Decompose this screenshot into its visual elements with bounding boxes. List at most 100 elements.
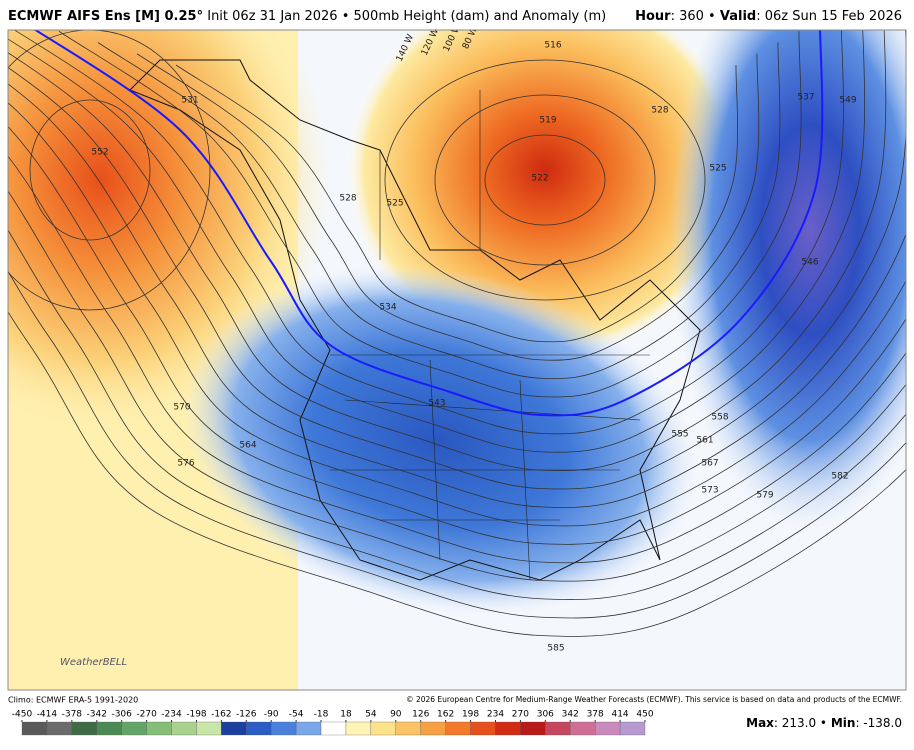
hour: : 360 • — [670, 9, 716, 24]
height-contour — [8, 155, 906, 564]
colorbar-label: -450 — [12, 710, 33, 720]
colorbar-swatch — [445, 721, 471, 736]
height-contour — [8, 311, 906, 637]
colorbar-label: -234 — [161, 710, 182, 720]
contour-label: 558 — [711, 413, 728, 423]
height-contour — [136, 53, 760, 361]
colorbar-swatch — [221, 721, 247, 736]
height-contour — [434, 94, 656, 266]
height-contour — [8, 30, 866, 453]
contour-label: 573 — [701, 486, 718, 496]
borders — [330, 90, 650, 581]
colorbar-swatch — [545, 721, 571, 736]
hour-label: Hour — [635, 9, 671, 24]
logo: WeatherBELL — [60, 657, 127, 668]
height-contour — [58, 30, 802, 398]
contour-label: 579 — [756, 491, 773, 501]
contour-label: 534 — [379, 303, 396, 313]
height-contour — [8, 126, 906, 545]
colorbar-label: -90 — [264, 710, 279, 720]
colorbar-label: 414 — [611, 710, 628, 720]
contour-label: 564 — [239, 441, 256, 451]
valid: : 06z Sun 15 Feb 2026 — [756, 9, 902, 24]
contour-label: 525 — [709, 164, 726, 174]
colorbar-swatch — [146, 721, 172, 736]
max: : 213.0 • — [773, 716, 828, 730]
height-contour — [33, 30, 824, 417]
colorbar-swatch — [395, 721, 421, 736]
contour-label: 543 — [428, 399, 445, 409]
colorbar-swatch — [21, 721, 48, 736]
colorbar-label: 342 — [562, 710, 579, 720]
anomaly-fill — [183, 265, 697, 615]
title: ECMWF AIFS Ens [M] 0.25° — [8, 9, 204, 24]
colorbar-label: -414 — [37, 710, 58, 720]
colorbar-swatch — [246, 721, 272, 736]
colorbar-swatch — [570, 721, 596, 736]
contour-label: 552 — [91, 148, 108, 158]
height-contour — [29, 99, 151, 241]
colorbar-label: -198 — [186, 710, 207, 720]
height-contour — [8, 83, 906, 508]
colorbar-swatch — [595, 721, 621, 736]
min-label: Min — [830, 716, 856, 730]
contour-label: 585 — [547, 644, 564, 654]
anomaly-fill — [670, 30, 906, 530]
contour-label: 582 — [831, 472, 848, 482]
colorbar-label: 450 — [636, 710, 653, 720]
colorbar-label: -342 — [87, 710, 107, 720]
colorbar-swatch — [495, 721, 521, 736]
subtitle: Init 06z 31 Jan 2026 • 500mb Height (dam… — [207, 9, 607, 24]
climo: Climo: ECMWF ERA-5 1991-2020 — [8, 696, 138, 705]
contour-label: 516 — [544, 41, 561, 51]
colorbar-label: 198 — [462, 710, 479, 720]
colorbar-label: -126 — [236, 710, 257, 720]
colorbar-label: 270 — [512, 710, 529, 720]
header: ECMWF AIFS Ens [M] 0.25° Init 06z 31 Jan… — [8, 9, 606, 24]
height-contour — [8, 30, 887, 472]
max-label: Max — [746, 716, 774, 730]
min: : -138.0 — [855, 716, 902, 730]
colorbar-swatch — [171, 721, 197, 736]
colorbar-swatch — [295, 721, 322, 736]
colorbar-label: -54 — [289, 710, 304, 720]
contour-label: 531 — [181, 96, 198, 106]
colorbar-label: 54 — [365, 710, 377, 720]
contour-label: 537 — [797, 93, 814, 103]
map-frame — [7, 29, 907, 691]
coastline — [129, 59, 701, 581]
colorbar-swatch — [121, 721, 147, 736]
colorbar-label: 90 — [390, 710, 402, 720]
height-contour — [8, 270, 906, 619]
height-contour — [8, 30, 211, 311]
colorbar-label: 18 — [340, 710, 352, 720]
colorbar-swatch — [345, 721, 372, 736]
colorbar-swatch — [520, 721, 546, 736]
height-contour — [8, 30, 906, 490]
colorbar-swatch — [420, 721, 446, 736]
colorbar-swatch — [320, 721, 347, 736]
colorbar-swatch — [196, 721, 222, 736]
colorbar-label: -162 — [211, 710, 231, 720]
colorbar-swatch — [370, 721, 396, 736]
contour-label: 549 — [839, 96, 856, 106]
contour-label: 570 — [173, 403, 190, 413]
height-contour — [8, 190, 906, 582]
colorbar-swatch — [46, 721, 72, 736]
contour-label: 522 — [531, 174, 548, 184]
colorbar-swatch — [271, 721, 297, 736]
contour-label: 576 — [177, 459, 194, 469]
contour-label: 528 — [651, 106, 668, 116]
colorbar-label: 162 — [437, 710, 454, 720]
height-contour — [175, 64, 739, 343]
contour-label: 567 — [701, 459, 718, 469]
colorbar-swatch — [619, 721, 646, 736]
colorbar-label: -306 — [111, 710, 132, 720]
colorbar-swatch — [470, 721, 496, 736]
colorbar-label: 306 — [537, 710, 554, 720]
map-body: 531 552 528 525 519 522 516 528 525 537 549 546 534 5… — [8, 30, 906, 690]
contour-label: 519 — [539, 116, 556, 126]
colorbar-swatch — [96, 721, 122, 736]
